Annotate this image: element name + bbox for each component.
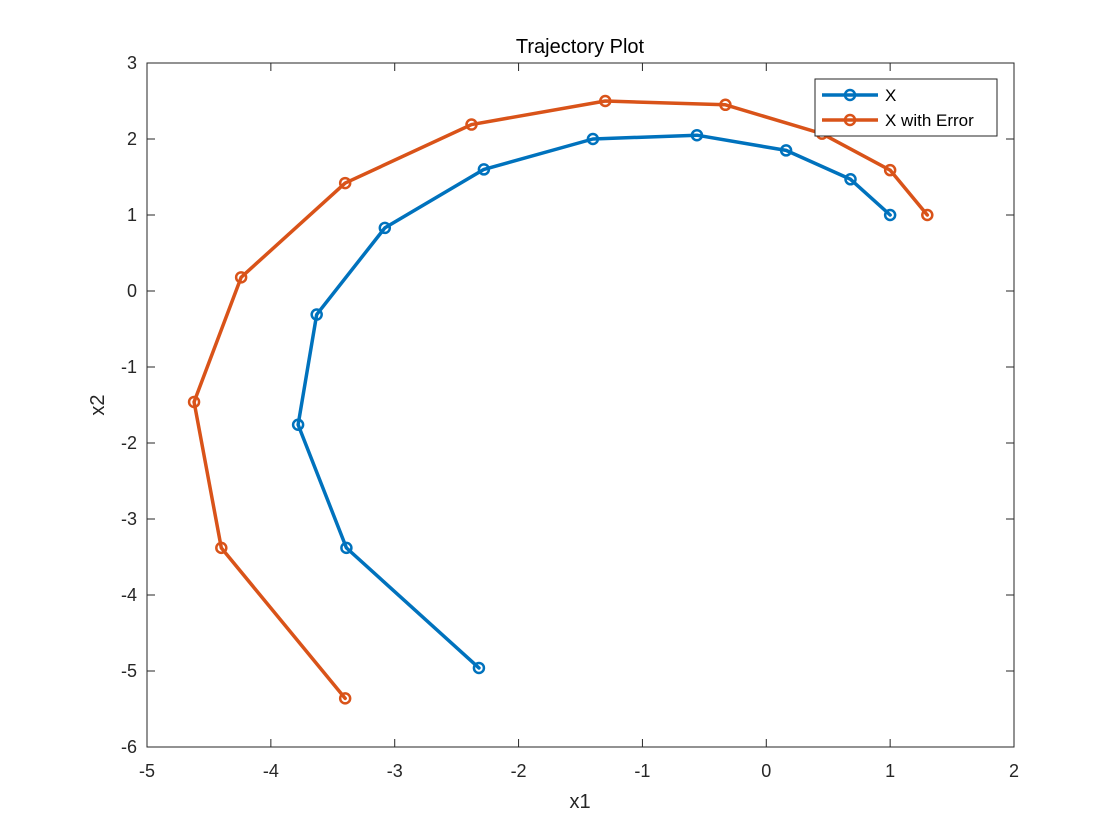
x-tick-label: -4 [263,761,279,781]
x-tick-label: 2 [1009,761,1019,781]
data-point [215,541,228,555]
data-point [844,173,857,186]
data-point [340,541,353,555]
y-tick-label: -4 [121,585,137,605]
x-tick-label: 1 [885,761,895,781]
data-point [690,128,704,142]
data-point [378,221,392,235]
legend-entry-label: X [885,86,896,105]
series-line-0 [296,133,892,670]
legend-entry-label: X with Error [885,111,974,130]
y-tick-label: 3 [127,53,137,73]
data-point [883,208,897,222]
data-point [310,308,323,321]
y-tick-label: -1 [121,357,137,377]
series-line-1 [192,99,930,701]
x-tick-label: -2 [511,761,527,781]
y-axis-label: x2 [87,394,109,415]
y-tick-label: -3 [121,509,137,529]
x-axis-label: x1 [569,791,590,813]
data-point [291,418,305,432]
axes-box [146,62,1015,748]
y-tick-label: -6 [121,737,137,757]
data-point [338,176,352,190]
y-tick-label: 2 [127,129,137,149]
y-tick-label: -2 [121,433,137,453]
data-point [187,395,201,409]
legend-swatch-marker [843,88,857,102]
data-point [586,132,600,146]
data-point [599,94,612,108]
data-point [883,163,897,177]
legend: X X with Error [814,78,998,137]
x-tick-label: -3 [387,761,403,781]
data-point [472,661,486,675]
data-point [779,144,793,157]
data-point [719,98,732,112]
data-point [465,118,478,131]
y-tick-label: -5 [121,661,137,681]
legend-swatch-marker [843,113,857,127]
x-tick-label: -5 [139,761,155,781]
data-point [921,208,934,222]
x-tick-label: -1 [634,761,650,781]
series-lines [187,94,934,705]
y-tick-label: 1 [127,205,137,225]
data-point [477,163,491,176]
chart-title: Trajectory Plot [516,36,645,58]
data-point [338,692,352,705]
data-point [234,271,248,284]
y-tick-label: 0 [127,281,137,301]
x-tick-label: 0 [761,761,771,781]
legend-box [814,78,998,137]
